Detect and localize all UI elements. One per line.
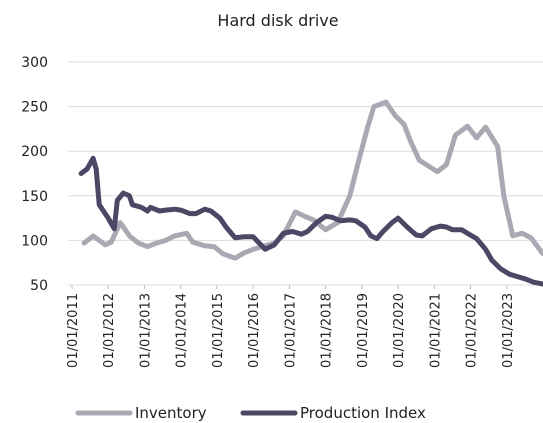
- y-tick-label: 300: [21, 55, 48, 71]
- x-tick-label: 01/01/2021: [428, 293, 443, 368]
- series-line: [81, 99, 543, 261]
- y-tick-label: 150: [21, 189, 48, 205]
- x-tick-label: 01/01/2014: [175, 293, 190, 368]
- x-tick-label: 01/01/2019: [356, 293, 371, 368]
- x-tick-label: 01/01/2016: [247, 293, 262, 368]
- x-tick-label: 01/01/2011: [66, 293, 81, 368]
- x-tick-label: 01/01/2013: [138, 293, 153, 368]
- legend-label: Inventory: [135, 404, 207, 422]
- x-tick-label: 01/01/2015: [211, 293, 226, 368]
- x-tick-label: 01/01/2023: [501, 293, 516, 368]
- x-tick-label: 01/01/2018: [320, 293, 335, 368]
- x-tick-label: 01/01/2022: [465, 293, 480, 368]
- y-tick-label: 200: [21, 144, 48, 160]
- x-tick-label: 01/01/2012: [102, 293, 117, 368]
- y-tick-label: 100: [21, 233, 48, 249]
- legend-label: Production Index: [300, 404, 426, 422]
- x-tick-label: 01/01/2020: [392, 293, 407, 368]
- chart-title: Hard disk drive: [217, 11, 338, 30]
- y-tick-label: 250: [21, 100, 48, 116]
- x-tick-label: 01/01/2017: [283, 293, 298, 368]
- series-line: [78, 155, 543, 287]
- y-tick-label: 50: [30, 278, 48, 294]
